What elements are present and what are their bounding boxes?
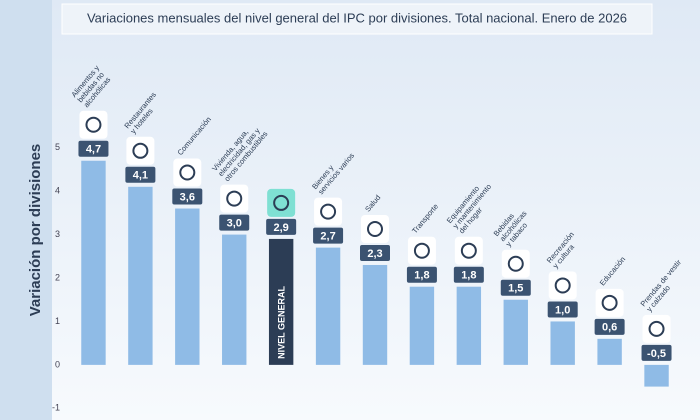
value-label: 1,8 (461, 270, 476, 282)
icon (454, 236, 483, 265)
icon (361, 214, 389, 243)
bar (409, 286, 435, 365)
icon-glyph (226, 190, 243, 207)
icon-glyph (507, 255, 524, 272)
icon-glyph (273, 194, 290, 211)
icon-glyph (132, 142, 149, 159)
value-label-box (547, 301, 578, 318)
icon (314, 197, 343, 226)
icon-glyph (460, 242, 477, 259)
icon (173, 158, 202, 187)
value-label-box (125, 166, 156, 183)
value-label-box (453, 266, 484, 283)
value-label: 1,0 (555, 304, 570, 316)
icon (548, 271, 577, 300)
y-tick-label: 1 (55, 316, 60, 326)
y-tick-label: 5 (55, 142, 60, 152)
value-label: 1,5 (508, 283, 523, 295)
y-tick-label: 2 (55, 272, 60, 282)
value-label: 3,0 (227, 217, 242, 229)
y-tick-label: 3 (55, 229, 60, 239)
icon-glyph (179, 164, 196, 181)
value-label-box (266, 218, 297, 235)
value-label: 2,9 (274, 222, 289, 234)
value-label: 4,7 (86, 144, 101, 156)
icon-glyph (85, 116, 102, 133)
chart-title: Variaciones mensuales del nivel general … (87, 10, 627, 25)
icon-glyph (413, 242, 430, 259)
bar (268, 238, 294, 365)
value-label: 2,3 (367, 248, 382, 260)
side-band (0, 0, 52, 420)
icon-glyph (320, 203, 337, 220)
value-label-box (641, 344, 672, 361)
value-label-box (219, 214, 250, 231)
y-tick-label: 4 (55, 186, 60, 196)
icon-glyph (648, 320, 665, 337)
value-label: -0,5 (647, 348, 666, 360)
value-label-box (172, 188, 203, 205)
value-label-box (500, 279, 531, 296)
icon (642, 314, 671, 343)
value-label: 4,1 (133, 170, 148, 182)
icon (79, 110, 108, 139)
bar (550, 321, 575, 365)
bar (597, 338, 622, 365)
icon (220, 184, 249, 213)
value-label-box (78, 140, 109, 157)
bar (128, 186, 153, 365)
value-label: 1,8 (414, 270, 429, 282)
value-label: 2,7 (320, 231, 335, 243)
value-label-box (360, 244, 390, 261)
icon (407, 236, 436, 265)
icon (595, 288, 624, 317)
icon-glyph (367, 220, 383, 237)
title-box (61, 3, 653, 35)
value-label-box (406, 266, 437, 283)
bar (644, 364, 669, 387)
y-tick-label: 0 (55, 359, 60, 369)
icon-glyph (601, 294, 618, 311)
value-label: 0,6 (602, 322, 617, 334)
icon (267, 188, 296, 217)
value-label-box (313, 227, 344, 244)
bar (456, 286, 482, 365)
category-label: NIVEL GENERAL (277, 286, 287, 359)
icon (501, 249, 530, 278)
bar (315, 247, 341, 365)
bar (503, 299, 528, 365)
icon-glyph (554, 277, 571, 294)
y-axis-label: Variación por divisiones (27, 144, 44, 317)
y-tick-label: -1 (52, 403, 60, 413)
bar (222, 234, 247, 365)
icon (126, 136, 155, 165)
bar (175, 208, 200, 365)
value-label-box (594, 318, 625, 335)
value-label: 3,6 (180, 191, 195, 203)
bar (362, 264, 388, 365)
bar (81, 160, 106, 365)
